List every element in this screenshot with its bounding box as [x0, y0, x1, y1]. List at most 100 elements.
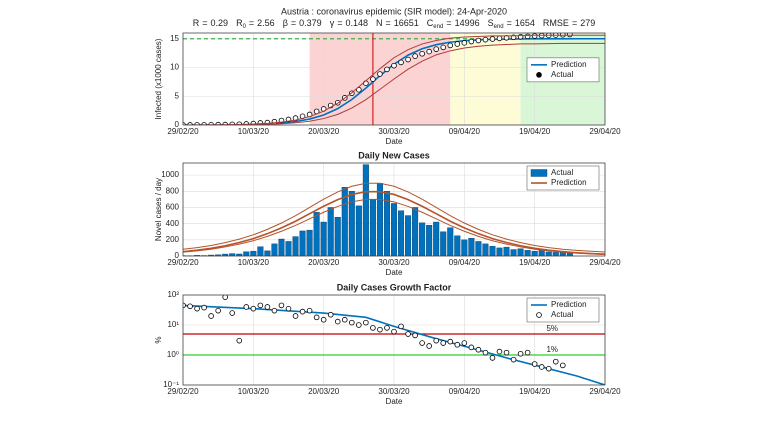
data-point — [524, 349, 531, 356]
y-tick-label: 15 — [170, 34, 179, 43]
stat-symbol: R — [236, 18, 243, 28]
bar — [313, 212, 320, 256]
data-point — [426, 48, 432, 55]
bar — [264, 250, 271, 256]
data-point — [243, 304, 250, 310]
stat-symbol: N — [376, 18, 383, 28]
phase-region — [450, 33, 521, 125]
bar — [257, 246, 264, 256]
bar — [334, 216, 341, 256]
data-point — [250, 305, 257, 312]
data-point — [377, 326, 383, 333]
x-axis-label: Date — [386, 137, 403, 146]
data-point — [468, 38, 475, 45]
bar — [243, 251, 250, 256]
data-point — [292, 313, 299, 319]
data-point — [334, 318, 341, 325]
bar — [447, 227, 454, 256]
y-tick-label: 10⁰ — [167, 350, 179, 359]
data-point — [503, 349, 510, 356]
x-tick-label: 09/04/20 — [449, 127, 481, 136]
data-point — [398, 59, 404, 66]
bar — [503, 246, 510, 256]
data-point — [187, 303, 193, 310]
data-point — [496, 348, 503, 355]
legend-label: Actual — [551, 168, 573, 177]
data-point — [531, 33, 538, 39]
bar — [538, 249, 545, 256]
data-point — [208, 313, 214, 319]
bar — [390, 203, 398, 256]
bar — [278, 238, 285, 256]
data-point — [405, 56, 411, 63]
bar — [475, 241, 482, 256]
x-tick-label: 19/04/20 — [519, 258, 551, 267]
data-point — [468, 344, 475, 351]
data-point — [489, 355, 496, 361]
data-point — [412, 53, 418, 59]
data-point — [447, 42, 454, 49]
chart-title: Austria : coronavirus epidemic (SIR mode… — [281, 6, 507, 16]
stat-sep: = — [572, 18, 577, 28]
data-point — [405, 331, 411, 337]
legend-swatch — [536, 312, 542, 318]
bar — [271, 243, 278, 256]
axes-frame — [182, 32, 606, 126]
data-point — [370, 76, 376, 82]
y-tick-label: 600 — [166, 203, 180, 212]
plot-layer — [183, 33, 605, 125]
stat-value: 0.29 — [211, 18, 229, 28]
y-tick-label: 10² — [167, 290, 179, 299]
bar — [440, 231, 447, 256]
x-tick-label: 20/03/20 — [308, 258, 340, 267]
data-point — [426, 343, 432, 349]
y-axis-label: Infected (x1000 cases) — [154, 38, 163, 119]
legend-label: Prediction — [551, 60, 587, 69]
bar — [306, 229, 313, 256]
bar — [531, 250, 538, 256]
bar — [489, 246, 496, 256]
x-tick-label: 30/03/20 — [378, 387, 410, 396]
legend-label: Actual — [551, 70, 573, 79]
bar — [208, 254, 215, 256]
bar — [552, 252, 559, 256]
y-tick-label: 800 — [166, 186, 180, 195]
data-point — [356, 322, 362, 328]
stat-value: 16651 — [394, 18, 419, 28]
x-axis-label: Date — [386, 268, 403, 277]
bar — [454, 235, 461, 256]
data-point — [503, 34, 510, 41]
data-point — [419, 50, 425, 57]
legend-swatch — [536, 72, 542, 78]
y-tick-label: 10 — [170, 63, 179, 72]
bar — [292, 236, 299, 256]
x-tick-label: 20/03/20 — [308, 127, 340, 136]
stat-symbol: γ — [330, 18, 335, 28]
axes-frame — [182, 162, 606, 257]
stat-sep: = — [385, 18, 390, 28]
stat-value: 0.379 — [299, 18, 322, 28]
data-point — [299, 308, 306, 315]
bar — [398, 210, 405, 256]
data-point — [482, 349, 489, 356]
stat-symbol: R — [193, 18, 200, 28]
data-point — [398, 323, 404, 330]
stat-sub: 0 — [243, 24, 247, 30]
data-point — [222, 295, 228, 300]
x-tick-label: 09/04/20 — [449, 387, 481, 396]
phase-region — [309, 33, 451, 125]
data-point — [257, 302, 264, 309]
data-point — [440, 340, 447, 346]
stat-symbol: C — [427, 18, 434, 28]
stat-symbol: β — [283, 18, 288, 28]
x-tick-label: 19/04/20 — [519, 127, 551, 136]
axes-frame — [182, 294, 606, 386]
chart-title: Daily Cases Growth Factor — [337, 282, 452, 292]
data-point — [215, 307, 221, 314]
x-tick-label: 20/03/20 — [308, 387, 340, 396]
y-tick-label: 400 — [166, 219, 180, 228]
data-point — [201, 304, 207, 311]
bar — [362, 164, 369, 256]
data-point — [559, 362, 566, 369]
data-point — [517, 350, 524, 357]
